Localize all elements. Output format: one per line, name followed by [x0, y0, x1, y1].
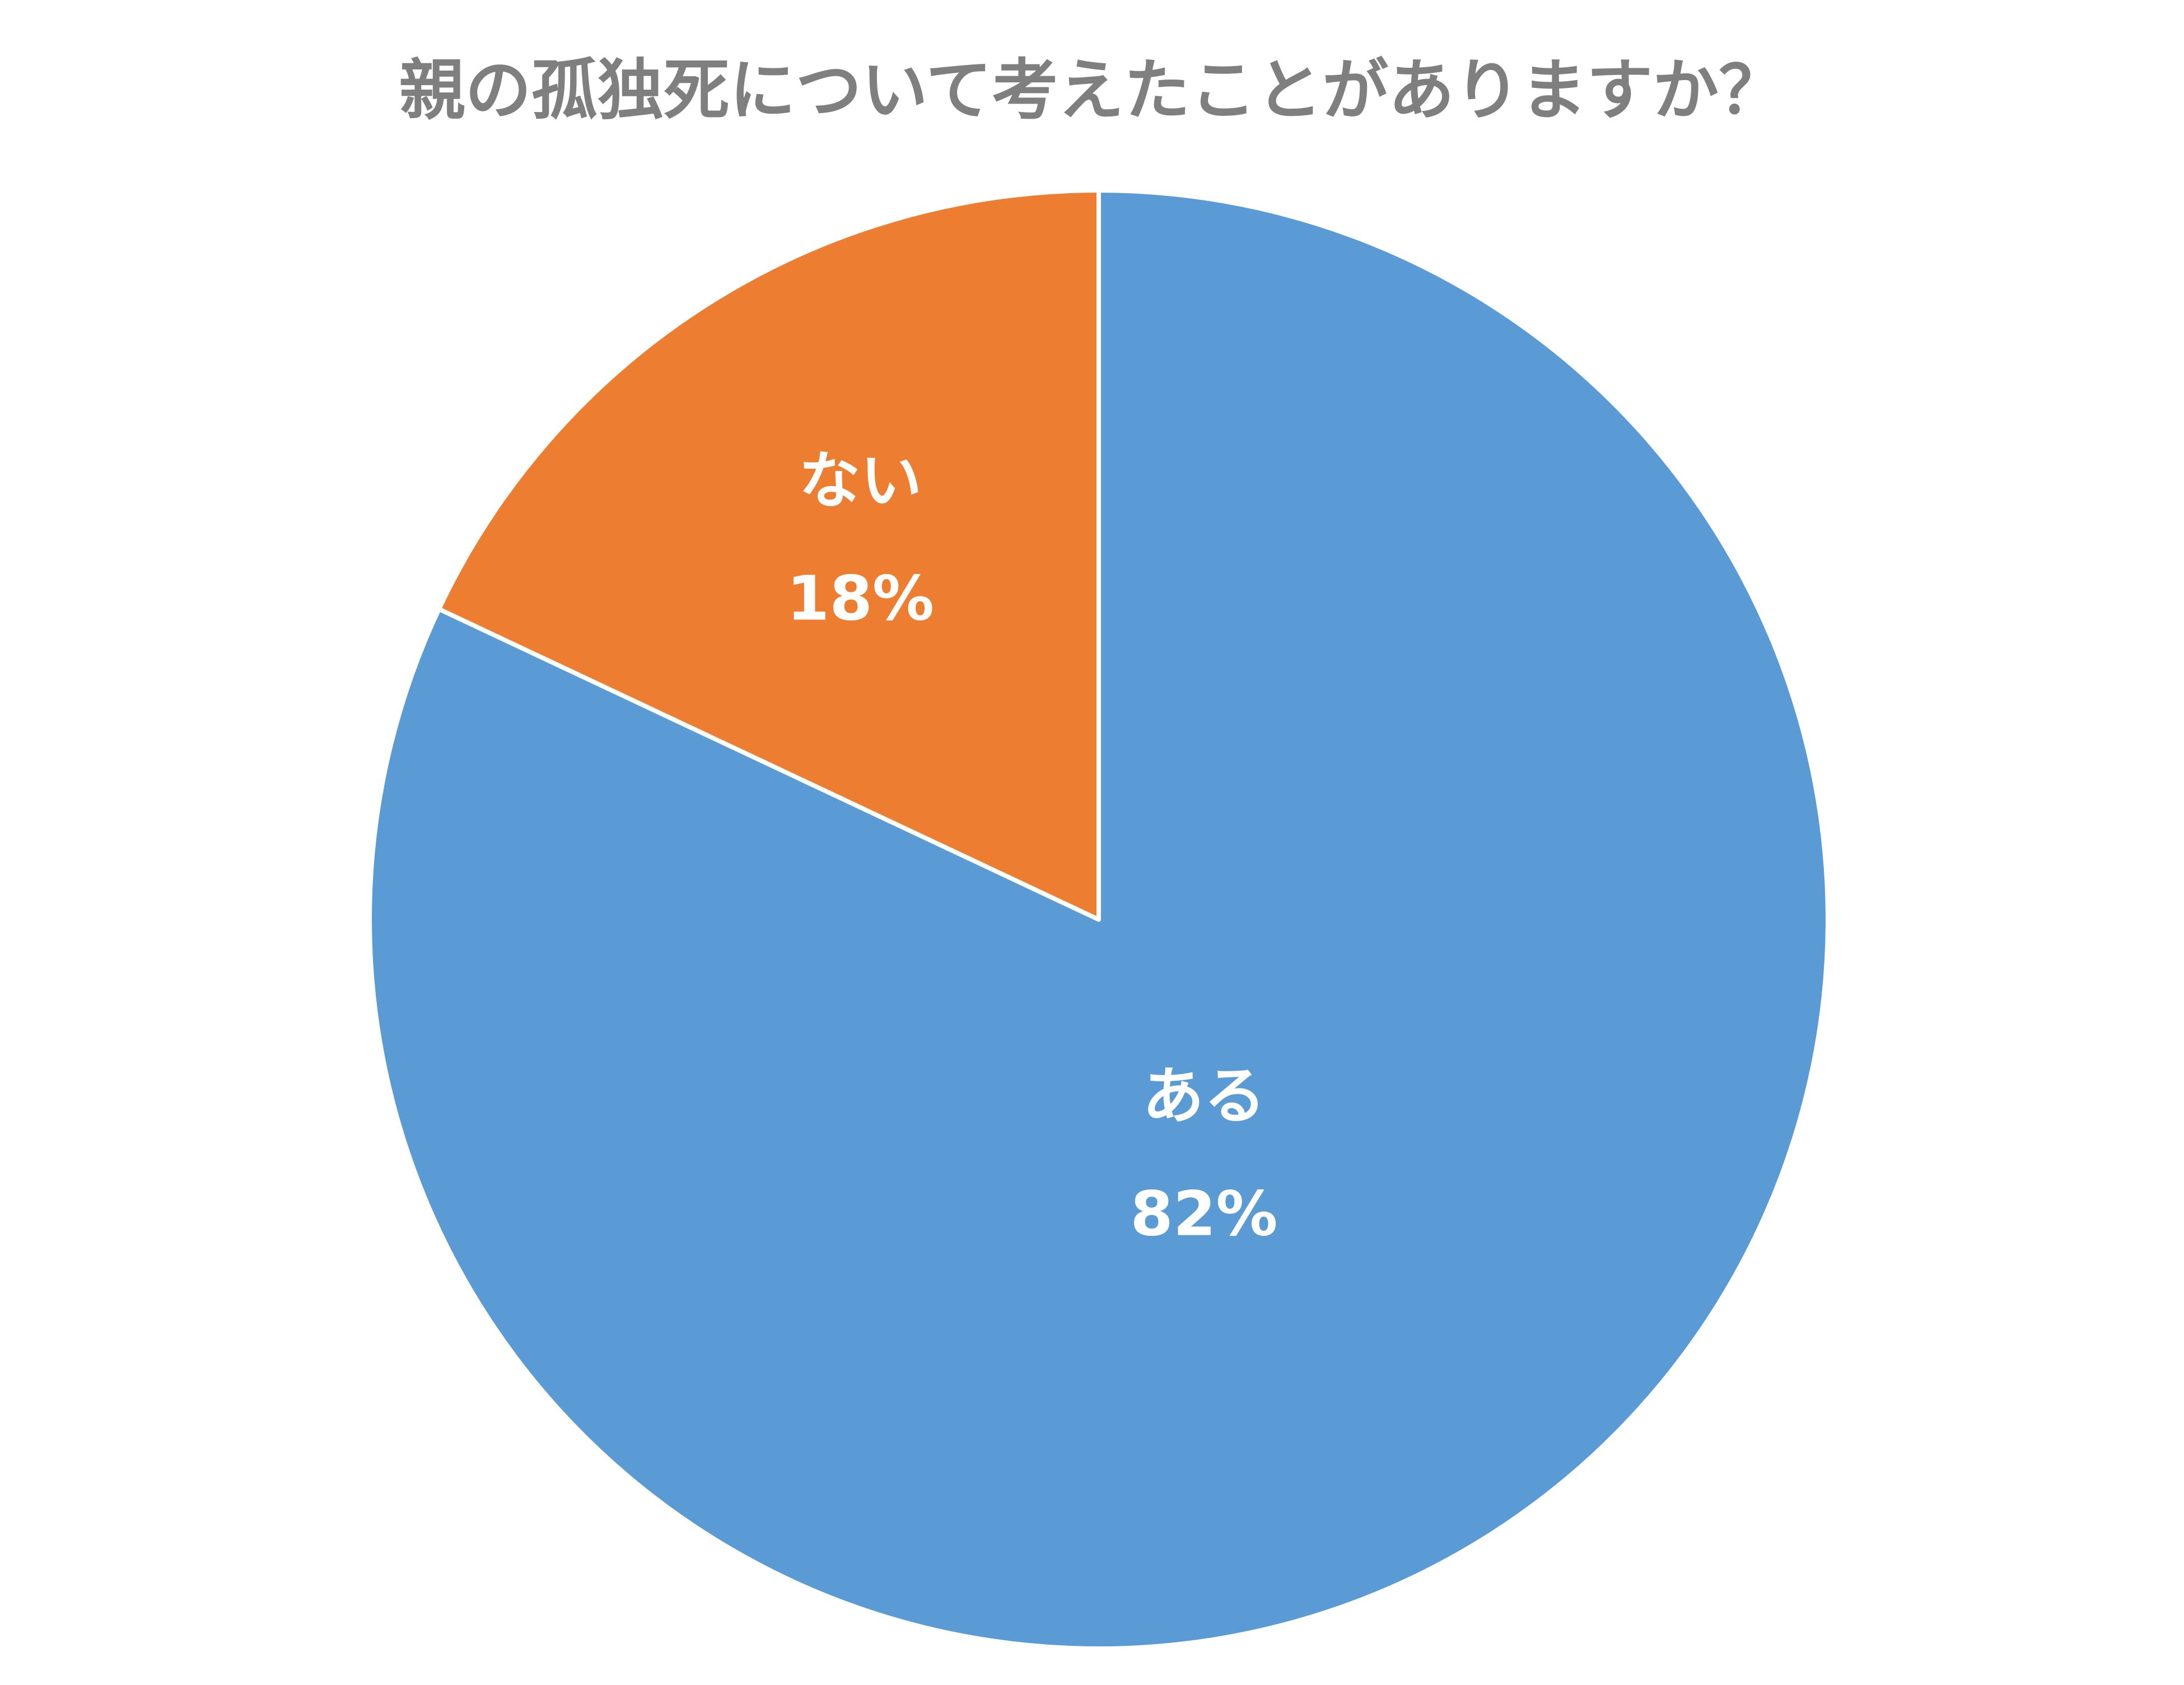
chart-title: 親の孤独死について考えたことがありますか？ [399, 52, 1785, 129]
slice-category-label: ない [799, 445, 922, 517]
slice-category-label: ある [1142, 1060, 1266, 1132]
pie-slice [436, 188, 1101, 922]
slice-value-label: 82% [1130, 1178, 1277, 1249]
slice-value-label: 18% [787, 563, 934, 634]
